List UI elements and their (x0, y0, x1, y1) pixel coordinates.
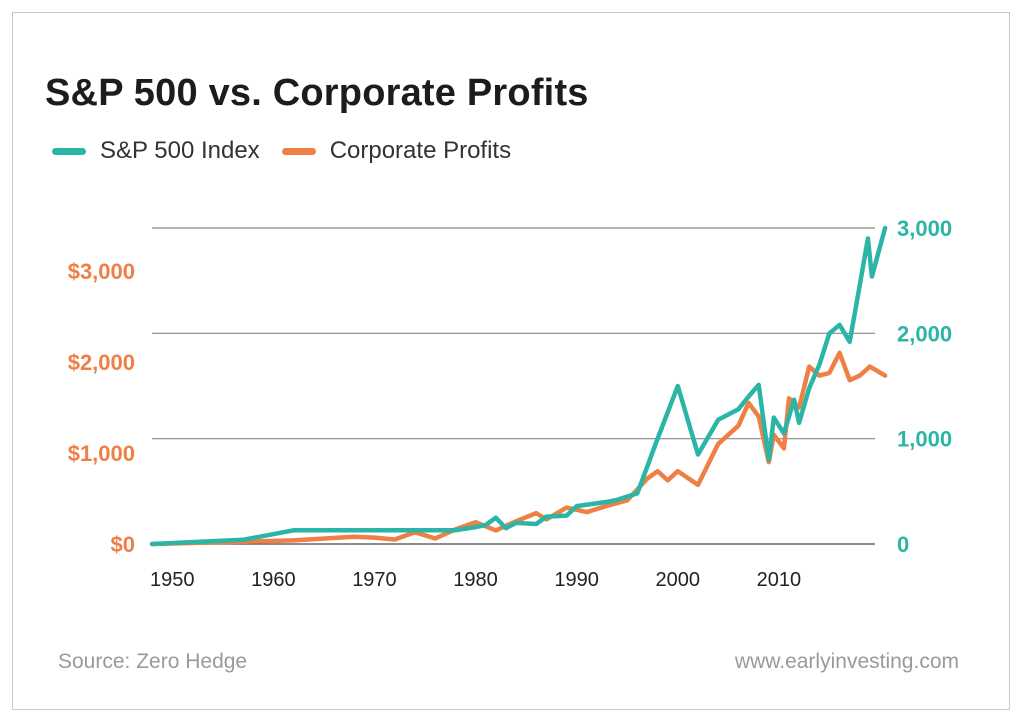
x-axis-tick-label: 2010 (757, 569, 802, 591)
legend-label-profits: Corporate Profits (329, 137, 512, 164)
x-axis-tick-label: 2000 (656, 569, 701, 591)
x-axis-tick-label: 1970 (352, 569, 397, 591)
series-line-corporate-profits (149, 350, 888, 547)
legend-item-sp500: S&P 500 Index (52, 137, 260, 165)
legend-label-sp500: S&P 500 Index (100, 137, 260, 164)
right-axis-tick-label: 1,000 (897, 427, 952, 452)
right-axis-tick-label: 0 (897, 532, 909, 557)
website-url: www.earlyinvesting.com (734, 650, 959, 673)
source-note: Source: Zero Hedge (58, 650, 248, 673)
chart-title: S&P 500 vs. Corporate Profits (45, 72, 589, 114)
series-line-sp500 (149, 225, 888, 547)
legend: S&P 500 Index Corporate Profits (52, 136, 511, 166)
right-axis-tick-label: 3,000 (897, 216, 952, 241)
legend-swatch-profits (281, 147, 316, 155)
legend-swatch-sp500 (52, 147, 86, 155)
x-axis-tick-label: 1960 (251, 569, 296, 591)
x-axis-tick-label: 1990 (554, 569, 599, 591)
x-axis-tick-label: 1950 (150, 569, 195, 591)
legend-item-profits: Corporate Profits (281, 137, 512, 165)
left-axis-tick-label: $0 (111, 532, 135, 557)
left-axis-tick-label: $2,000 (68, 350, 135, 375)
x-axis-tick-label: 1980 (453, 569, 498, 591)
left-axis-tick-label: $3,000 (68, 259, 135, 284)
left-axis-tick-label: $1,000 (68, 441, 135, 466)
right-axis-tick-label: 2,000 (897, 321, 952, 346)
